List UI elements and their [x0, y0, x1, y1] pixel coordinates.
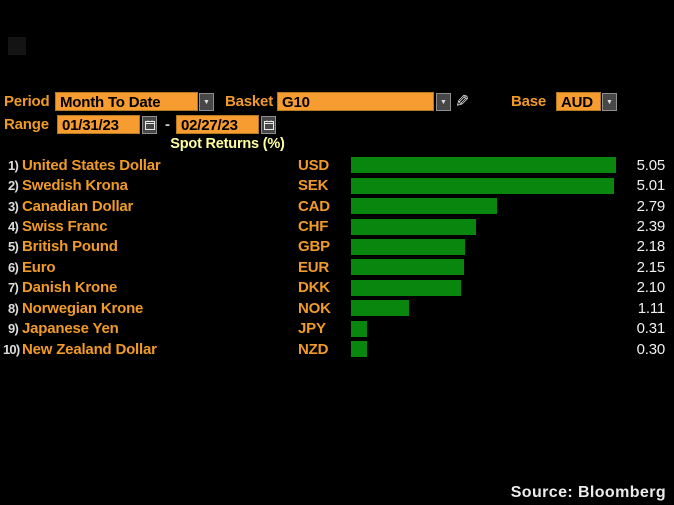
chart-row[interactable]: 6) Euro EUR 2.15 — [0, 257, 674, 277]
edit-pencil-icon[interactable]: ✎ — [455, 92, 470, 111]
value-bar — [351, 300, 410, 317]
base-select[interactable]: AUD — [556, 92, 601, 111]
chevron-down-icon: ▼ — [606, 98, 613, 106]
currency-name: British Pound — [22, 238, 118, 256]
bar-value: 2.10 — [636, 279, 666, 297]
source-attribution: Source: Bloomberg — [510, 484, 666, 501]
bar-value: 2.18 — [636, 238, 666, 256]
base-label: Base — [511, 93, 547, 110]
period-dropdown-button[interactable]: ▼ — [199, 93, 214, 111]
basket-label: Basket — [225, 93, 273, 110]
currency-code: GBP — [298, 238, 330, 256]
value-bar — [351, 320, 368, 337]
chart-row[interactable]: 5) British Pound GBP 2.18 — [0, 237, 674, 257]
currency-code: CAD — [298, 197, 330, 215]
value-bar — [351, 279, 462, 296]
currency-name: Japanese Yen — [22, 320, 119, 338]
row-number: 5) — [8, 239, 19, 255]
chart-title: Spot Returns (%) — [170, 136, 285, 152]
bar-value: 2.79 — [636, 197, 666, 215]
value-bar — [351, 218, 477, 235]
base-dropdown-button[interactable]: ▼ — [602, 93, 617, 111]
bar-value: 1.11 — [637, 299, 665, 317]
bar-value: 5.05 — [636, 156, 666, 174]
bar-track — [351, 300, 627, 317]
chart-row[interactable]: 4) Swiss Franc CHF 2.39 — [0, 216, 674, 236]
bar-track — [351, 177, 627, 194]
row-number: 4) — [8, 219, 19, 235]
row-number: 3) — [8, 198, 19, 214]
background-square — [8, 37, 26, 55]
value-bar — [351, 238, 466, 255]
bar-track — [351, 157, 627, 174]
calendar-icon — [263, 120, 274, 130]
basket-dropdown-button[interactable]: ▼ — [436, 93, 451, 111]
currency-name: Norwegian Krone — [22, 299, 144, 317]
bar-track — [351, 238, 627, 255]
value-bar — [351, 341, 367, 358]
row-number: 7) — [8, 280, 19, 296]
chevron-down-icon: ▼ — [440, 98, 447, 106]
chart-rows: 1) United States Dollar USD 5.05 2) Swedish K… — [0, 155, 674, 359]
currency-code: NZD — [298, 340, 329, 358]
bar-track — [351, 320, 627, 337]
currency-name: New Zealand Dollar — [22, 340, 157, 358]
bar-value: 2.15 — [636, 258, 666, 276]
bar-value: 2.39 — [636, 218, 666, 236]
currency-code: EUR — [298, 258, 330, 276]
currency-name: Canadian Dollar — [22, 197, 134, 215]
chart-row[interactable]: 8) Norwegian Krone NOK 1.11 — [0, 298, 674, 318]
row-number: 8) — [8, 300, 19, 316]
bar-track — [351, 341, 627, 358]
value-bar — [351, 259, 464, 276]
period-label: Period — [4, 93, 50, 110]
value-bar — [351, 177, 614, 194]
period-select[interactable]: Month To Date — [55, 92, 198, 111]
bar-track — [351, 198, 627, 215]
currency-code: SEK — [298, 177, 329, 195]
row-number: 2) — [8, 178, 19, 194]
range-start-calendar-button[interactable] — [142, 116, 157, 134]
chart-row[interactable]: 3) Canadian Dollar CAD 2.79 — [0, 196, 674, 216]
currency-code: CHF — [298, 218, 329, 236]
row-number: 1) — [8, 157, 19, 173]
chart-row[interactable]: 2) Swedish Krona SEK 5.01 — [0, 175, 674, 195]
bar-value: 5.01 — [636, 177, 666, 195]
currency-code: DKK — [298, 279, 330, 297]
chevron-down-icon: ▼ — [203, 98, 210, 106]
range-end-input[interactable]: 02/27/23 — [176, 115, 259, 134]
row-number: 9) — [8, 321, 19, 337]
calendar-icon — [144, 120, 155, 130]
row-number: 6) — [8, 259, 19, 275]
bar-value: 0.30 — [636, 340, 666, 358]
currency-name: Swedish Krona — [22, 177, 128, 195]
chart-row[interactable]: 7) Danish Krone DKK 2.10 — [0, 278, 674, 298]
value-bar — [351, 198, 498, 215]
currency-name: United States Dollar — [22, 156, 161, 174]
currency-name: Euro — [22, 258, 56, 276]
bar-track — [351, 259, 627, 276]
currency-code: USD — [298, 156, 330, 174]
currency-name: Danish Krone — [22, 279, 118, 297]
range-separator: - — [165, 116, 170, 133]
bar-track — [351, 218, 627, 235]
currency-code: JPY — [298, 320, 326, 338]
currency-name: Swiss Franc — [22, 218, 108, 236]
currency-code: NOK — [298, 299, 331, 317]
bar-track — [351, 279, 627, 296]
basket-select[interactable]: G10 — [277, 92, 434, 111]
range-end-calendar-button[interactable] — [261, 116, 276, 134]
bar-value: 0.31 — [636, 320, 666, 338]
chart-row[interactable]: 10) New Zealand Dollar NZD 0.30 — [0, 339, 674, 359]
value-bar — [351, 157, 616, 174]
chart-row[interactable]: 9) Japanese Yen JPY 0.31 — [0, 319, 674, 339]
row-number: 10) — [3, 341, 20, 357]
chart-row[interactable]: 1) United States Dollar USD 5.05 — [0, 155, 674, 175]
range-label: Range — [4, 116, 49, 133]
range-start-input[interactable]: 01/31/23 — [57, 115, 140, 134]
